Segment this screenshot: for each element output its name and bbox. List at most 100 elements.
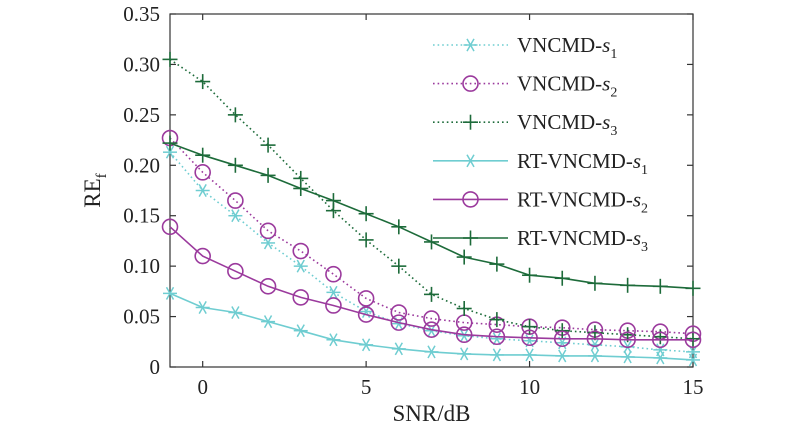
data-point-rt_vncmd_s3 (293, 180, 309, 196)
data-point-rt_vncmd_s2 (259, 278, 277, 295)
series-rt_vncmd_s3 (162, 135, 701, 296)
data-point-vncmd_s2 (227, 192, 244, 209)
series-rt_vncmd_s2 (161, 218, 702, 349)
data-point-rt_vncmd_s1 (326, 333, 341, 347)
data-point-vncmd_s2 (194, 164, 211, 181)
legend-item-vncmd_s1: VNCMD-s1 (433, 33, 617, 62)
legend-marker (463, 230, 478, 246)
series-line-vncmd_s2 (169, 137, 694, 335)
data-point-vncmd_s3 (522, 319, 538, 335)
data-point-rt_vncmd_s3 (424, 234, 439, 250)
data-point-rt_vncmd_s1 (489, 348, 504, 362)
data-point-rt_vncmd_s2 (390, 314, 408, 331)
data-point-rt_vncmd_s3 (587, 275, 603, 291)
data-point-rt_vncmd_s1 (686, 353, 700, 367)
legend-marker (462, 75, 479, 92)
data-point-rt_vncmd_s3 (652, 278, 668, 294)
x-tick-label: 10 (519, 375, 540, 399)
x-axis-ticks: 0 5 10 15 (197, 14, 704, 399)
data-point-rt_vncmd_s1 (555, 349, 570, 363)
y-axis-label-main: RE (80, 178, 105, 207)
legend-marker (463, 114, 478, 130)
y-tick-label: 0.15 (123, 204, 160, 228)
legend-label: RT-VNCMD-s1 (517, 149, 648, 178)
data-point-vncmd_s3 (195, 74, 211, 90)
data-point-vncmd_s3 (260, 137, 276, 153)
data-point-vncmd_s1 (163, 145, 177, 159)
plot-area (169, 13, 694, 368)
data-point-vncmd_s2 (423, 310, 440, 327)
x-tick-label: 15 (683, 375, 704, 399)
legend-item-rt_vncmd_s2: RT-VNCMD-s2 (433, 187, 648, 216)
data-point-rt_vncmd_s2 (423, 321, 440, 338)
data-point-rt_vncmd_s2 (619, 331, 636, 349)
data-point-vncmd_s1 (228, 209, 243, 223)
y-tick-label: 0.05 (123, 305, 160, 329)
data-point-rt_vncmd_s1 (293, 324, 308, 338)
data-point-rt_vncmd_s3 (620, 277, 636, 293)
data-point-rt_vncmd_s1 (522, 348, 537, 362)
data-point-rt_vncmd_s2 (652, 331, 669, 349)
data-point-rt_vncmd_s3 (195, 147, 211, 163)
data-point-rt_vncmd_s2 (194, 247, 211, 265)
legend-item-vncmd_s2: VNCMD-s2 (433, 72, 617, 101)
data-point-rt_vncmd_s3 (685, 280, 701, 296)
series-layer (161, 51, 702, 367)
y-axis-label-subscript: f (94, 173, 110, 178)
data-point-vncmd_s1 (489, 332, 504, 346)
data-point-vncmd_s2 (357, 290, 375, 307)
y-tick-label: 0.30 (123, 52, 160, 76)
data-point-rt_vncmd_s1 (195, 301, 210, 314)
data-point-rt_vncmd_s2 (161, 218, 179, 236)
legend: VNCMD-s1 VNCMD-s2 VNCMD-s3 RT-VNCMD-s1 RT-VN… (433, 33, 648, 255)
data-point-rt_vncmd_s1 (228, 306, 243, 320)
y-axis-ticks: 0 0.05 0.10 0.15 0.20 0.25 0.30 0.35 (123, 2, 693, 379)
legend-item-rt_vncmd_s1: RT-VNCMD-s1 (433, 149, 648, 178)
x-tick-label: 5 (361, 375, 372, 399)
data-point-vncmd_s2 (259, 222, 277, 240)
data-point-rt_vncmd_s3 (554, 270, 570, 286)
data-point-rt_vncmd_s2 (521, 329, 538, 347)
legend-label: RT-VNCMD-s2 (517, 187, 648, 216)
data-point-rt_vncmd_s3 (227, 157, 243, 173)
data-point-rt_vncmd_s3 (162, 135, 178, 151)
y-tick-label: 0.10 (123, 254, 160, 278)
legend-marker (463, 154, 478, 168)
series-line-rt_vncmd_s2 (169, 226, 693, 341)
series-vncmd_s1 (163, 145, 700, 359)
data-point-vncmd_s1 (293, 259, 308, 273)
data-point-rt_vncmd_s1 (261, 315, 276, 329)
data-point-vncmd_s3 (685, 331, 701, 347)
data-point-rt_vncmd_s2 (292, 289, 310, 306)
data-point-rt_vncmd_s2 (455, 326, 473, 344)
data-point-vncmd_s3 (489, 312, 505, 328)
data-point-rt_vncmd_s2 (553, 330, 571, 348)
data-point-rt_vncmd_s2 (325, 297, 342, 314)
series-line-vncmd_s3 (169, 58, 694, 340)
data-point-vncmd_s3 (227, 107, 243, 123)
data-point-rt_vncmd_s2 (684, 331, 702, 349)
data-point-rt_vncmd_s3 (260, 167, 276, 183)
data-point-vncmd_s2 (325, 265, 342, 283)
y-tick-label: 0 (150, 355, 161, 379)
plot-frame (169, 13, 694, 368)
series-rt_vncmd_s1 (163, 286, 700, 367)
data-point-rt_vncmd_s2 (488, 328, 506, 346)
data-point-rt_vncmd_s1 (587, 349, 602, 363)
data-point-vncmd_s2 (390, 304, 408, 321)
data-point-vncmd_s3 (358, 232, 374, 248)
data-point-rt_vncmd_s3 (489, 256, 505, 272)
y-tick-label: 0.20 (123, 153, 160, 177)
data-point-vncmd_s3 (162, 51, 178, 67)
data-point-rt_vncmd_s3 (391, 219, 407, 235)
legend-label: VNCMD-s2 (517, 72, 617, 101)
y-axis-label: REf (80, 173, 110, 207)
legend-marker (463, 38, 478, 52)
y-tick-label: 0.35 (123, 2, 160, 26)
data-point-vncmd_s1 (195, 184, 210, 197)
data-point-rt_vncmd_s1 (163, 286, 177, 300)
data-point-rt_vncmd_s1 (620, 350, 635, 364)
data-point-rt_vncmd_s1 (391, 342, 406, 356)
data-point-vncmd_s1 (261, 236, 276, 250)
